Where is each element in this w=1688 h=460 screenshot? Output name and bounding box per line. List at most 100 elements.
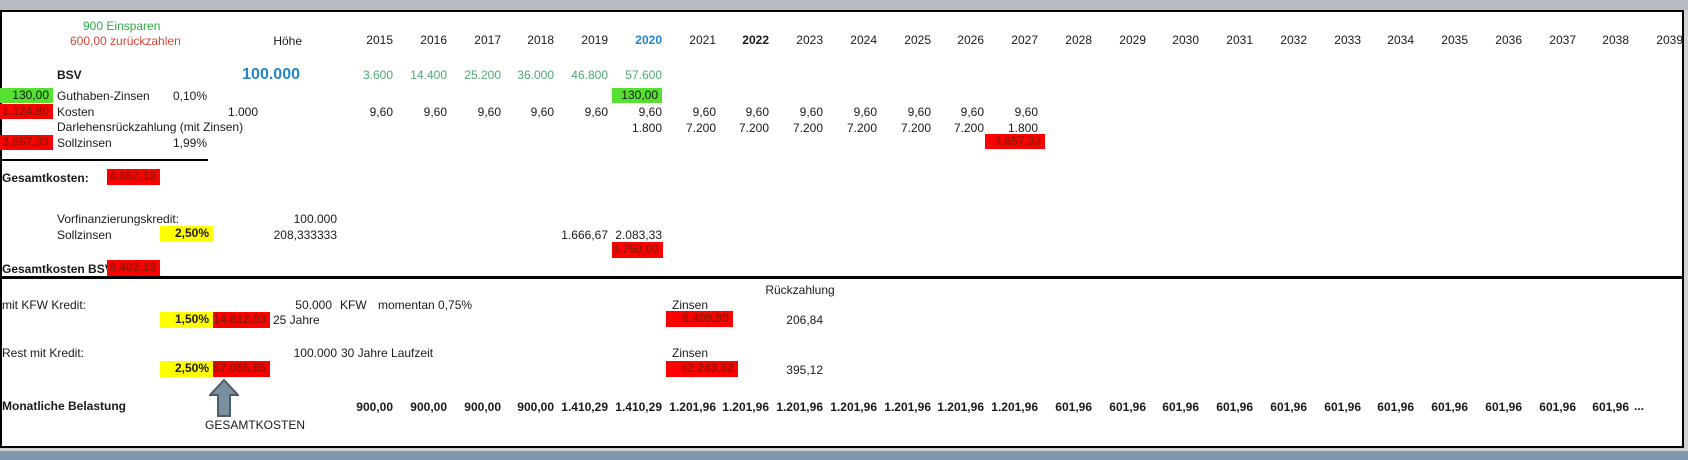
vorfinanzierung-hoehe[interactable]: 100.000	[293, 212, 337, 226]
gesamtkosten-bsv-label[interactable]: Gesamtkosten BSV:	[2, 262, 117, 276]
arrow-label-gesamtkosten[interactable]: GESAMTKOSTEN	[205, 418, 306, 432]
vorfinanzierung-monthly[interactable]: 208,333333	[273, 228, 337, 242]
darlehen-2026[interactable]: 7.200	[953, 121, 984, 135]
rest-zinsen-label[interactable]: Zinsen	[672, 346, 709, 360]
kosten-2027[interactable]: 9,60	[1014, 105, 1038, 119]
note-zurueckzahlen[interactable]: 600,00 zurückzahlen	[70, 34, 181, 48]
sollzinsen-rate[interactable]: 1,99%	[172, 136, 207, 150]
year-header-2021[interactable]: 2021	[689, 33, 716, 47]
sollzinsen-2027-cell[interactable]: 3.657,33	[985, 134, 1045, 149]
kosten-2024[interactable]: 9,60	[853, 105, 877, 119]
rest-label[interactable]: Rest mit Kredit:	[2, 346, 85, 360]
bsv-saving-2019[interactable]: 46.800	[571, 68, 608, 82]
sollzinsen-summary-cell[interactable]: 3.657,33	[0, 135, 53, 150]
year-header-2015[interactable]: 2015	[366, 33, 393, 47]
year-header-2034[interactable]: 2034	[1387, 33, 1414, 47]
kfw-rueckzahlung-value[interactable]: 206,84	[786, 313, 823, 327]
darlehen-2023[interactable]: 7.200	[792, 121, 823, 135]
monthly-2030[interactable]: 601,96	[1162, 400, 1199, 414]
monthly-2023[interactable]: 1.201,96	[776, 400, 823, 414]
bsv-saving-2020[interactable]: 57.600	[625, 68, 662, 82]
year-header-2028[interactable]: 2028	[1065, 33, 1092, 47]
kfw-laufzeit[interactable]: 25 Jahre	[273, 313, 320, 327]
darlehen-2022[interactable]: 7.200	[738, 121, 769, 135]
year-header-2023[interactable]: 2023	[796, 33, 823, 47]
monthly-2025[interactable]: 1.201,96	[884, 400, 931, 414]
year-header-2018[interactable]: 2018	[527, 33, 554, 47]
kosten-2022[interactable]: 9,60	[745, 105, 769, 119]
kosten-2023[interactable]: 9,60	[799, 105, 823, 119]
sollzinsen-label[interactable]: Sollzinsen	[57, 136, 112, 150]
kfw-rate-cell[interactable]: 1,50%	[160, 312, 213, 328]
kosten-summary-cell[interactable]: 1.124,80	[0, 104, 53, 119]
monthly-2018[interactable]: 900,00	[517, 400, 554, 414]
monthly-2019[interactable]: 1.410,29	[561, 400, 608, 414]
gesamtkosten-value-cell[interactable]: 4.652,13	[107, 169, 160, 185]
rest-amount[interactable]: 100.000	[293, 346, 337, 360]
monthly-2026[interactable]: 1.201,96	[937, 400, 984, 414]
year-header-2025[interactable]: 2025	[904, 33, 931, 47]
monthly-2015[interactable]: 900,00	[356, 400, 393, 414]
monatliche-ellipsis[interactable]: ...	[1634, 399, 1645, 413]
year-header-2024[interactable]: 2024	[850, 33, 877, 47]
year-header-2039[interactable]: 2039	[1656, 33, 1683, 47]
darlehen-2025[interactable]: 7.200	[900, 121, 931, 135]
monthly-2028[interactable]: 601,96	[1055, 400, 1092, 414]
vorfinanzierung-rate-cell[interactable]: 2,50%	[160, 226, 213, 242]
monthly-2035[interactable]: 601,96	[1431, 400, 1468, 414]
kosten-2015[interactable]: 9,60	[369, 105, 393, 119]
note-einsparen[interactable]: 900 Einsparen	[83, 19, 161, 33]
vorfinanzierung-2019-value[interactable]: 1.666,67	[561, 228, 608, 242]
kfw-momentan[interactable]: momentan 0,75%	[378, 298, 473, 312]
year-header-2035[interactable]: 2035	[1441, 33, 1468, 47]
year-header-2017[interactable]: 2017	[474, 33, 501, 47]
monthly-2020[interactable]: 1.410,29	[615, 400, 662, 414]
year-header-2027[interactable]: 2027	[1011, 33, 1038, 47]
rest-rate-cell[interactable]: 2,50%	[160, 361, 213, 377]
bsv-amount[interactable]: 100.000	[242, 66, 300, 83]
monatliche-label[interactable]: Monatliche Belastung	[2, 399, 127, 413]
bsv-label[interactable]: BSV	[57, 68, 82, 82]
kfw-zinsen-total-cell[interactable]: 14.812,03	[213, 312, 270, 328]
year-header-2032[interactable]: 2032	[1280, 33, 1307, 47]
year-header-2037[interactable]: 2037	[1549, 33, 1576, 47]
kosten-hoehe[interactable]: 1.000	[227, 105, 258, 119]
monthly-2024[interactable]: 1.201,96	[830, 400, 877, 414]
guthaben-2020-cell[interactable]: 130,00	[612, 88, 662, 103]
kosten-2021[interactable]: 9,60	[692, 105, 716, 119]
header-rueckzahlung[interactable]: Rückzahlung	[765, 283, 835, 297]
monthly-2036[interactable]: 601,96	[1485, 400, 1522, 414]
kosten-2025[interactable]: 9,60	[907, 105, 931, 119]
monthly-2029[interactable]: 601,96	[1109, 400, 1146, 414]
kosten-2026[interactable]: 9,60	[960, 105, 984, 119]
monthly-2027[interactable]: 1.201,96	[991, 400, 1038, 414]
gesamtkosten-label[interactable]: Gesamtkosten:	[2, 171, 89, 185]
rest-zinsen-total-cell[interactable]: 57.055,55	[213, 361, 270, 377]
rest-laufzeit[interactable]: 30 Jahre Laufzeit	[341, 346, 434, 360]
kosten-2018[interactable]: 9,60	[530, 105, 554, 119]
year-header-2020[interactable]: 2020	[635, 33, 662, 47]
bsv-saving-2016[interactable]: 14.400	[410, 68, 447, 82]
kosten-2019[interactable]: 9,60	[584, 105, 608, 119]
kosten-2020[interactable]: 9,60	[638, 105, 662, 119]
year-header-2036[interactable]: 2036	[1495, 33, 1522, 47]
year-header-2038[interactable]: 2038	[1602, 33, 1629, 47]
monthly-2037[interactable]: 601,96	[1539, 400, 1576, 414]
kosten-label[interactable]: Kosten	[57, 105, 95, 119]
monthly-2033[interactable]: 601,96	[1324, 400, 1361, 414]
kosten-2016[interactable]: 9,60	[423, 105, 447, 119]
bsv-saving-2017[interactable]: 25.200	[464, 68, 501, 82]
year-header-2022[interactable]: 2022	[742, 33, 769, 47]
guthaben-rate[interactable]: 0,10%	[172, 89, 207, 103]
kfw-zinsen-value-cell[interactable]: 6.409,90	[666, 311, 733, 327]
kosten-2017[interactable]: 9,60	[477, 105, 501, 119]
rest-rueckzahlung-value[interactable]: 395,12	[786, 363, 823, 377]
bsv-saving-2018[interactable]: 36.000	[517, 68, 554, 82]
kfw-name[interactable]: KFW	[340, 298, 367, 312]
year-header-2031[interactable]: 2031	[1226, 33, 1253, 47]
darlehen-label[interactable]: Darlehensrückzahlung (mit Zinsen)	[57, 120, 244, 134]
monthly-2016[interactable]: 900,00	[410, 400, 447, 414]
guthaben-label[interactable]: Guthaben-Zinsen	[57, 89, 150, 103]
vorfinanzierung-2020-value[interactable]: 2.083,33	[615, 228, 662, 242]
year-header-2029[interactable]: 2029	[1119, 33, 1146, 47]
